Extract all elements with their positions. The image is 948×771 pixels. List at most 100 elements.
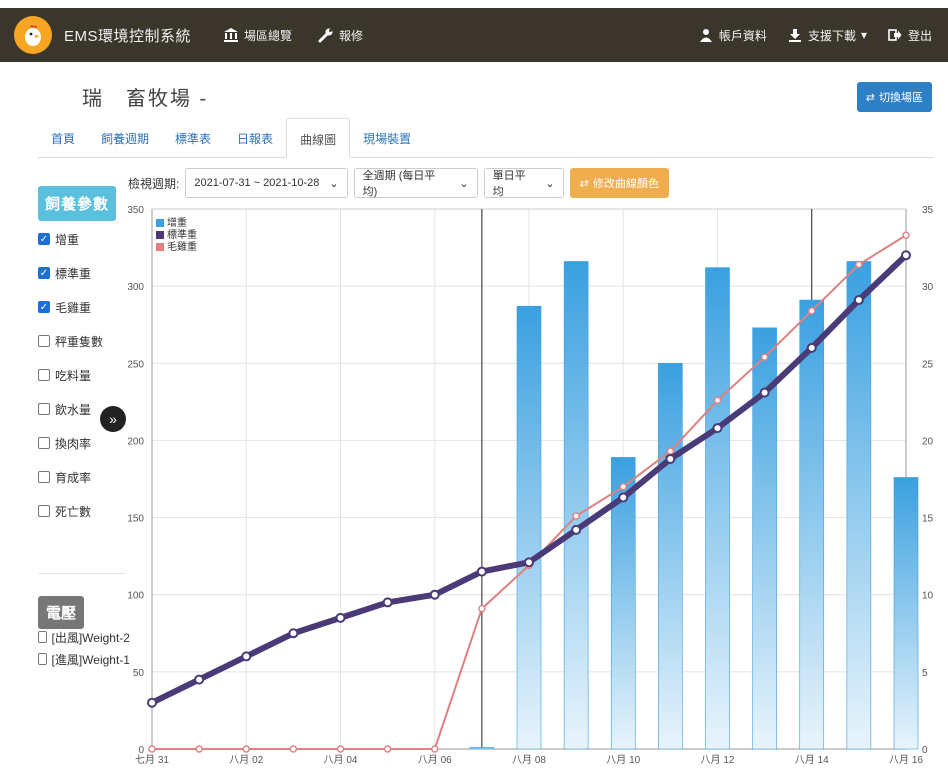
standard-weight-point (335, 612, 346, 623)
chevron-down-icon: ⌄ (545, 177, 555, 190)
switch-farm-button[interactable]: ⇄ 切換場區 (856, 82, 932, 112)
nav-overview-label: 場區總覽 (244, 28, 293, 43)
legend-label: 標準重 (167, 228, 197, 241)
legend-swatch (156, 243, 164, 251)
double-chevron-right-icon: » (109, 411, 117, 427)
param-label: 育成率 (55, 470, 92, 485)
y-right-tick-label: 25 (922, 359, 934, 370)
param-chicken-weight[interactable]: ✓ 毛雞重 (38, 290, 103, 324)
mode-value: 單日平均 (492, 170, 526, 198)
param-section-title: 飼養參數 (38, 186, 117, 221)
chicken-logo-icon[interactable] (14, 16, 52, 54)
recolor-button[interactable]: ⇄ 修改曲線顏色 (569, 168, 669, 198)
checkbox[interactable] (38, 471, 50, 483)
weight-gain-bar (846, 261, 872, 750)
legend-label: 毛雞重 (167, 240, 197, 253)
weight-gain-bar (469, 747, 495, 750)
param-label: 飲水量 (55, 402, 92, 417)
tab-standard[interactable]: 標準表 (175, 132, 212, 146)
period-select[interactable]: 2021-07-31 ~ 2021-10-28 ⌄ (185, 168, 348, 198)
tab-curve-chart[interactable]: 曲線圖 (286, 118, 351, 158)
standard-weight-point (901, 250, 911, 261)
y-left-tick-label: 150 (127, 514, 144, 525)
y-right-tick-label: 35 (922, 205, 934, 216)
param-water[interactable]: 飲水量 (38, 392, 103, 426)
weight-gain-bar (799, 299, 825, 750)
nav-download[interactable]: 支援下載 ▾ (777, 27, 877, 44)
nav-logout[interactable]: 登出 (877, 27, 942, 44)
chicken-weight-point (808, 307, 816, 315)
nav-account[interactable]: 帳戶資料 (688, 27, 777, 44)
standard-weight-point (665, 453, 676, 464)
switch-farm-label: 切換場區 (879, 92, 923, 104)
standard-weight-point (147, 697, 157, 708)
standard-weight-point (382, 597, 393, 608)
tab-home[interactable]: 首頁 (51, 132, 76, 146)
checkbox[interactable] (38, 403, 50, 415)
nav-repair[interactable]: 報修 (308, 27, 373, 44)
swap-icon: ⇄ (579, 177, 589, 190)
x-tick-label: 八月 08 (512, 754, 546, 766)
weight-gain-bar (658, 362, 683, 750)
swap-icon: ⇄ (865, 91, 875, 104)
param-weight-gain[interactable]: ✓ 增重 (38, 222, 103, 256)
chicken-weight-point (383, 745, 392, 753)
checkbox[interactable]: ✓ (38, 267, 50, 279)
tab-devices[interactable]: 現場裝置 (363, 132, 412, 146)
mode-select[interactable]: 單日平均 ⌄ (483, 168, 564, 198)
standard-weight-point (194, 674, 205, 685)
voltage-item-inlet[interactable]: [進風]Weight-1 (38, 648, 130, 670)
weight-gain-bar (563, 261, 589, 750)
checkbox[interactable] (38, 631, 47, 643)
voltage-item-outlet[interactable]: [出風]Weight-2 (38, 626, 130, 648)
chicken-weight-point (336, 745, 345, 753)
tab-bar: 首頁 飼養週期 標準表 日報表 曲線圖 現場裝置 (38, 118, 934, 158)
param-label: 秤重隻數 (55, 334, 104, 349)
bank-icon (223, 27, 239, 43)
param-standard-weight[interactable]: ✓ 標準重 (38, 256, 103, 290)
y-right-tick-label: 5 (922, 668, 928, 679)
param-label: 死亡數 (55, 504, 92, 519)
checkbox[interactable] (38, 369, 50, 381)
logout-icon (887, 27, 903, 43)
x-tick-label: 八月 12 (701, 754, 735, 766)
param-survival[interactable]: 育成率 (38, 460, 103, 494)
param-conversion[interactable]: 換肉率 (38, 426, 103, 460)
checkbox[interactable]: ✓ (38, 301, 50, 313)
app-brand[interactable]: EMS環境控制系統 (64, 27, 192, 45)
range-select[interactable]: 全週期 (每日平均) ⌄ (353, 168, 478, 198)
voltage-list: [出風]Weight-2 [進風]Weight-1 (38, 626, 130, 670)
voltage-label: [進風]Weight-1 (51, 652, 130, 667)
period-label: 檢視週期: (128, 176, 180, 191)
checkbox[interactable] (38, 437, 50, 449)
voltage-section-title: 電壓 (38, 596, 85, 629)
tab-breeding-cycle[interactable]: 飼養週期 (101, 132, 150, 146)
chicken-weight-point (760, 353, 769, 361)
period-value: 2021-07-31 ~ 2021-10-28 (194, 177, 320, 189)
tab-daily-report[interactable]: 日報表 (237, 132, 274, 146)
nav-logout-label: 登出 (907, 28, 932, 43)
y-left-tick-label: 0 (138, 745, 144, 756)
chicken-weight-point (242, 745, 250, 753)
weight-gain-bar (516, 305, 542, 750)
filter-bar: 檢視週期: 2021-07-31 ~ 2021-10-28 ⌄ 全週期 (每日平… (128, 168, 669, 198)
nav-overview[interactable]: 場區總覽 (213, 27, 302, 44)
param-deaths[interactable]: 死亡數 (38, 494, 103, 528)
checkbox[interactable] (38, 335, 50, 347)
page-header: 瑞 畜牧場 - ⇄ 切換場區 (0, 70, 948, 114)
recolor-label: 修改曲線顏色 (592, 178, 659, 190)
chicken-weight-point (289, 745, 298, 753)
param-feed[interactable]: 吃料量 (38, 358, 103, 392)
y-left-tick-label: 100 (127, 591, 144, 602)
param-weighed-count[interactable]: 秤重隻數 (38, 324, 103, 358)
checkbox[interactable]: ✓ (38, 233, 50, 245)
checkbox[interactable] (38, 653, 47, 665)
download-icon (787, 27, 803, 43)
y-left-tick-label: 250 (127, 359, 144, 370)
checkbox[interactable] (38, 505, 50, 517)
standard-weight-point (288, 628, 299, 639)
standard-weight-point (524, 557, 534, 568)
caret-down-icon: ▾ (860, 28, 867, 42)
expand-sidebar-button[interactable]: » (100, 406, 126, 432)
